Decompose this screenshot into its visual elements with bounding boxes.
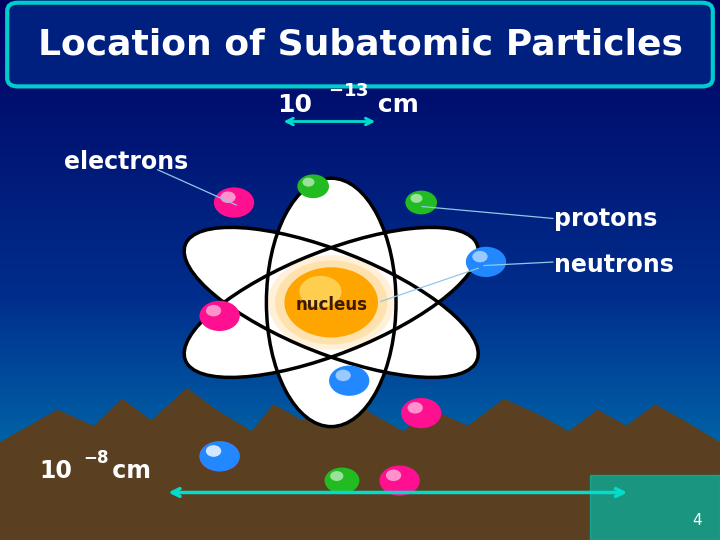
Circle shape — [401, 398, 441, 428]
Circle shape — [325, 468, 359, 494]
Circle shape — [206, 305, 221, 316]
Circle shape — [466, 247, 506, 277]
Ellipse shape — [184, 227, 478, 377]
Circle shape — [199, 301, 240, 331]
Circle shape — [199, 441, 240, 471]
Text: neutrons: neutrons — [554, 253, 674, 276]
Circle shape — [199, 441, 240, 471]
Circle shape — [297, 174, 329, 198]
Circle shape — [405, 191, 437, 214]
Text: nucleus: nucleus — [295, 296, 367, 314]
FancyBboxPatch shape — [7, 3, 713, 86]
Text: Location of Subatomic Particles: Location of Subatomic Particles — [37, 28, 683, 61]
Text: 10: 10 — [40, 459, 73, 483]
Text: 10: 10 — [277, 93, 312, 117]
Circle shape — [284, 267, 378, 338]
Ellipse shape — [266, 178, 396, 427]
Circle shape — [408, 402, 423, 414]
Ellipse shape — [184, 227, 478, 377]
Text: cm: cm — [104, 459, 151, 483]
Circle shape — [379, 465, 420, 496]
Circle shape — [220, 192, 235, 203]
Text: protons: protons — [554, 207, 658, 231]
Circle shape — [214, 187, 254, 218]
Polygon shape — [590, 475, 720, 540]
Text: 4: 4 — [693, 513, 702, 528]
Text: electrons: electrons — [64, 150, 188, 174]
Polygon shape — [0, 389, 720, 540]
Circle shape — [300, 276, 341, 307]
Circle shape — [330, 471, 343, 481]
Text: cm: cm — [369, 93, 418, 117]
Circle shape — [268, 255, 395, 350]
Circle shape — [206, 446, 221, 457]
Circle shape — [206, 446, 221, 457]
Text: $\mathbf{-8}$: $\mathbf{-8}$ — [83, 449, 109, 467]
Text: $\mathbf{-13}$: $\mathbf{-13}$ — [328, 82, 369, 100]
Circle shape — [329, 366, 369, 396]
Circle shape — [472, 251, 487, 262]
Circle shape — [386, 470, 401, 481]
Circle shape — [410, 194, 423, 203]
Circle shape — [336, 370, 351, 381]
Circle shape — [275, 260, 387, 345]
Circle shape — [302, 178, 315, 187]
